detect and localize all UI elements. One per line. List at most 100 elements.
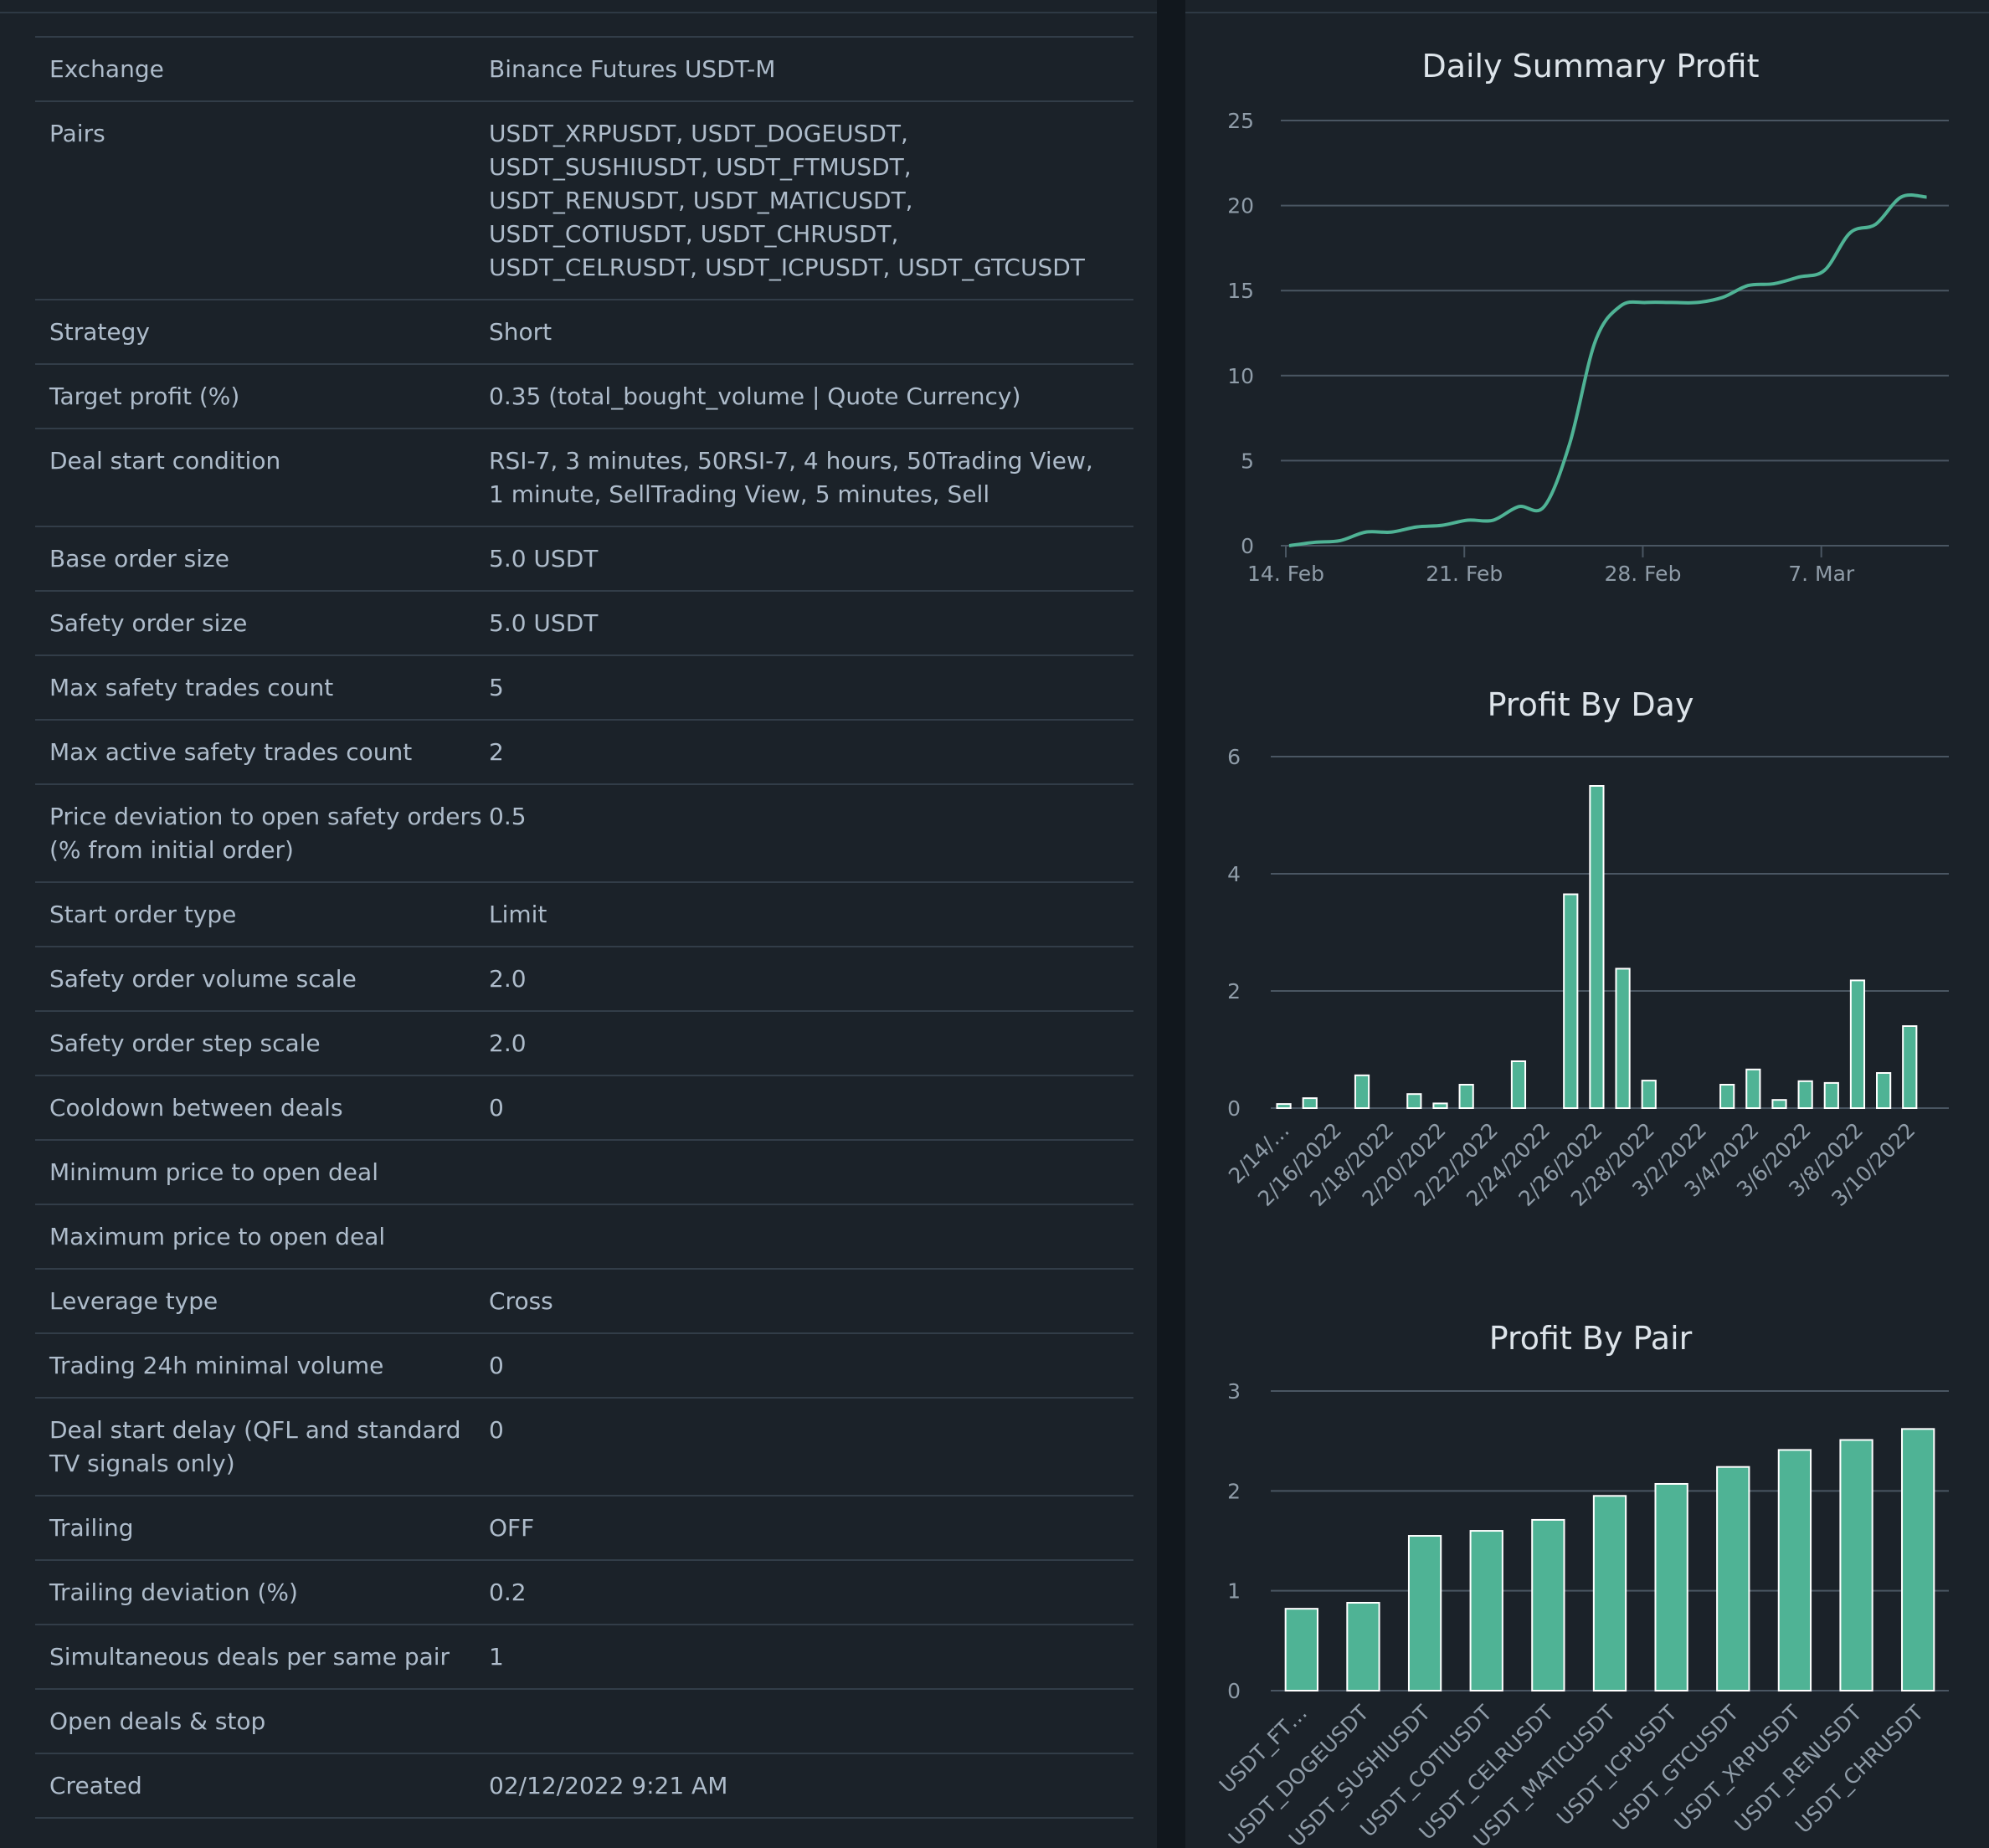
bot-settings-panel: Exchange Binance Futures USDT-M Pairs USDT_… [0, 0, 1157, 1848]
daily-summary-profit-chart: Daily Summary Profit 0 5 10 15 20 25 14. Feb 21.… [1185, 33, 1989, 603]
settings-row: Trailing OFF [35, 1496, 1133, 1561]
bar [1849, 979, 1866, 1109]
x-tick-label: 14. Feb [1247, 562, 1324, 586]
setting-label: Start order type [49, 901, 237, 928]
setting-label: Base order size [49, 545, 229, 572]
x-tick-label: 7. Mar [1788, 562, 1855, 586]
bar [1902, 1025, 1918, 1109]
setting-label: Minimum price to open deal [49, 1158, 378, 1186]
bar [1823, 1081, 1839, 1109]
setting-value: 0 [489, 1352, 504, 1379]
bar [1354, 1074, 1370, 1109]
bar [1876, 1072, 1892, 1109]
setting-label: Maximum price to open deal [49, 1223, 386, 1250]
x-tick-label: 28. Feb [1604, 562, 1681, 586]
y-tick-label: 10 [1227, 364, 1254, 388]
setting-value: 0 [489, 1094, 504, 1122]
setting-value: 0.2 [489, 1578, 527, 1606]
bar [1797, 1080, 1813, 1109]
y-tick-label: 15 [1227, 279, 1254, 303]
settings-row: Deal start condition RSI-7, 3 minutes, 50… [35, 429, 1133, 527]
settings-row: Max active safety trades count 2 [35, 721, 1133, 785]
bar [1407, 1535, 1442, 1691]
y-tick-label: 1 [1227, 1579, 1241, 1604]
setting-value: USDT_XRPUSDT, USDT_DOGEUSDT, USDT_SUSHIU… [489, 120, 1085, 281]
bar [1284, 1608, 1318, 1691]
settings-row: Safety order size 5.0 USDT [35, 592, 1133, 656]
setting-value: 1 [489, 1643, 504, 1671]
setting-label: Safety order step scale [49, 1029, 321, 1057]
settings-row: Trailing deviation (%) 0.2 [35, 1561, 1133, 1625]
y-tick-label: 6 [1227, 745, 1241, 769]
setting-label: Created [49, 1772, 142, 1799]
setting-label: Target profit (%) [49, 382, 240, 410]
bar [1346, 1601, 1380, 1691]
y-tick-label: 20 [1227, 194, 1254, 218]
setting-label: Deal start condition [49, 447, 281, 475]
setting-value: 2.0 [489, 965, 527, 993]
y-tick-label: 4 [1227, 862, 1241, 886]
setting-label: Price deviation to open safety orders (%… [49, 803, 482, 864]
bar [1406, 1093, 1422, 1110]
series-line [1288, 193, 1927, 547]
settings-row: Price deviation to open safety orders (%… [35, 785, 1133, 883]
setting-label: Trailing [49, 1514, 134, 1542]
bar [1531, 1518, 1565, 1691]
bar [1563, 893, 1579, 1109]
profit-by-pair-svg: Profit By Pair0123USDT_FT…USDT_DOGEUSDTU… [1215, 1320, 1949, 1848]
settings-row: Safety order volume scale 2.0 [35, 947, 1133, 1012]
setting-label: Trailing deviation (%) [49, 1578, 298, 1606]
bar [1469, 1530, 1503, 1692]
settings-row: Exchange Binance Futures USDT-M [35, 38, 1133, 102]
setting-label: Max active safety trades count [49, 738, 413, 766]
daily-summary-profit-svg: Daily Summary Profit 0 5 10 15 20 25 14. Feb 21.… [1227, 48, 1949, 586]
setting-value: 0.35 (total_bought_volume | Quote Curren… [489, 382, 1021, 410]
settings-row: Trading 24h minimal volume 0 [35, 1334, 1133, 1399]
setting-value [489, 1156, 1133, 1189]
bar [1839, 1439, 1873, 1691]
profit-by-pair-chart: Profit By Pair 0 1 2 3 USDT_FT… USDT_DOGEUSDT U… [1185, 1304, 1989, 1848]
setting-value: Short [489, 318, 552, 346]
setting-value: Binance Futures USDT-M [489, 55, 776, 83]
settings-row: Simultaneous deals per same pair 1 [35, 1625, 1133, 1690]
bar [1458, 1084, 1474, 1109]
setting-label: Leverage type [49, 1287, 218, 1315]
settings-row: Target profit (%) 0.35 (total_bought_volu… [35, 365, 1133, 429]
setting-label: Exchange [49, 55, 164, 83]
setting-label: Safety order size [49, 609, 248, 637]
setting-value: 2 [489, 738, 504, 766]
setting-value [489, 1705, 1133, 1738]
settings-row: Safety order step scale 2.0 [35, 1012, 1133, 1076]
settings-row: Leverage type Cross [35, 1270, 1133, 1334]
bar [1745, 1068, 1761, 1109]
y-tick-label: 0 [1227, 1679, 1241, 1703]
setting-label: Deal start delay (QFL and standard TV si… [49, 1416, 461, 1477]
setting-label: Safety order volume scale [49, 965, 357, 993]
y-tick-label: 5 [1241, 449, 1254, 473]
y-tick-label: 2 [1227, 979, 1241, 1004]
settings-row: Minimum price to open deal [35, 1141, 1133, 1205]
setting-value [489, 1220, 1133, 1254]
bar [1771, 1099, 1787, 1110]
setting-label: Open deals & stop [49, 1707, 266, 1735]
setting-label: Cooldown between deals [49, 1094, 343, 1122]
setting-label: Max safety trades count [49, 674, 334, 701]
bar [1719, 1084, 1735, 1109]
settings-row: Created 02/12/2022 9:21 AM [35, 1754, 1133, 1819]
settings-row: Cooldown between deals 0 [35, 1076, 1133, 1141]
setting-value: OFF [489, 1514, 535, 1542]
setting-value: 5.0 USDT [489, 545, 599, 572]
setting-value: RSI-7, 3 minutes, 50RSI-7, 4 hours, 50Tr… [489, 447, 1093, 508]
bar [1615, 968, 1631, 1109]
chart-title: Profit By Pair [1489, 1320, 1693, 1357]
bar [1716, 1466, 1750, 1691]
panel-divider [0, 12, 1157, 13]
chart-title: Daily Summary Profit [1421, 48, 1759, 85]
setting-label: Simultaneous deals per same pair [49, 1643, 450, 1671]
panel-divider [1185, 12, 1989, 13]
setting-value: 0.5 [489, 803, 527, 830]
y-tick-label: 3 [1227, 1379, 1241, 1404]
bar [1276, 1103, 1292, 1109]
y-tick-label: 2 [1227, 1479, 1241, 1503]
settings-row: Base order size 5.0 USDT [35, 527, 1133, 592]
